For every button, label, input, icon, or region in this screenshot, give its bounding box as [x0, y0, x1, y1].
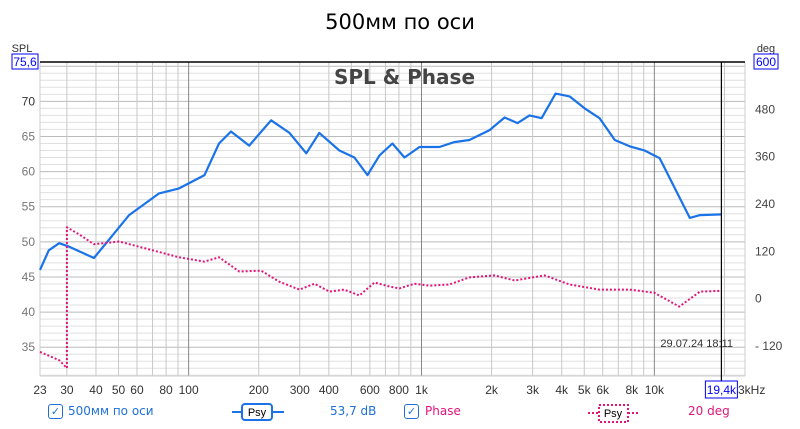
- x-tick-label: 30: [60, 383, 74, 397]
- cursor-readout-box: [704, 380, 738, 399]
- phase-legend-value: 20 deg: [688, 404, 730, 418]
- x-unit-label: 3kHz: [738, 383, 765, 397]
- x-tick-label: 4k: [555, 383, 569, 397]
- x-tick-label: 400: [319, 383, 339, 397]
- right-readout: 600: [756, 55, 776, 69]
- spl-checkbox[interactable]: ✓: [48, 404, 63, 419]
- x-tick-label: 6k: [596, 383, 610, 397]
- left-tick-label: 60: [22, 165, 36, 179]
- x-tick-label: 200: [249, 383, 269, 397]
- x-tick-label: 60: [130, 383, 144, 397]
- graph-title: 500мм по оси: [325, 10, 475, 34]
- x-tick-label: 8k: [625, 383, 639, 397]
- x-tick-label: 50: [112, 383, 126, 397]
- phase-legend-name: Phase: [425, 404, 461, 418]
- left-tick-label: 70: [22, 94, 36, 108]
- right-tick-label: 0: [755, 292, 762, 306]
- x-tick-label: 10k: [645, 383, 665, 397]
- left-tick-label: 45: [22, 270, 36, 284]
- left-tick-label: 50: [22, 235, 36, 249]
- left-tick-label: 65: [22, 129, 36, 143]
- left-readout: 75,6: [13, 55, 37, 69]
- x-tick-label: 800: [389, 383, 409, 397]
- right-tick-label: - 120: [755, 339, 783, 353]
- x-tick-label: 2k: [485, 383, 499, 397]
- x-tick-label: 300: [290, 383, 310, 397]
- left-tick-label: 55: [22, 200, 36, 214]
- right-tick-label: 480: [755, 102, 775, 116]
- cursor-readout: 19,4k: [707, 383, 737, 397]
- phase-series-line: [39, 226, 722, 370]
- spl-legend-value: 53,7 dB: [330, 404, 377, 418]
- right-readout-box: [753, 53, 779, 70]
- spl-smoothing: Psy: [248, 407, 267, 419]
- right-tick-label: 240: [755, 197, 775, 211]
- phase-smoothing: Psy: [604, 408, 623, 420]
- x-tick-label: 5k: [578, 383, 592, 397]
- right-tick-label: 360: [755, 150, 775, 164]
- x-tick-label: 3k: [526, 383, 540, 397]
- spl-smoothing-box: [241, 403, 273, 421]
- x-tick-label: 1k: [415, 383, 429, 397]
- left-axis-label: SPL: [12, 43, 33, 55]
- chart-title: SPL & Phase: [334, 65, 475, 89]
- x-tick-label: 600: [360, 383, 380, 397]
- x-tick-label: 23: [33, 383, 47, 397]
- x-tick-label: 80: [159, 383, 173, 397]
- phase-checkbox[interactable]: ✓: [404, 404, 419, 419]
- left-tick-label: 35: [22, 340, 36, 354]
- right-tick-label: 120: [755, 244, 775, 258]
- spl-series-line: [38, 92, 722, 271]
- timestamp: 29.07.24 18:11: [660, 338, 733, 350]
- left-tick-label: 40: [22, 305, 36, 319]
- right-axis-label: deg: [757, 43, 775, 55]
- left-readout-box: [11, 53, 39, 70]
- phase-smoothing-box: [598, 404, 629, 423]
- spl-legend-name: 500мм по оси: [68, 404, 154, 418]
- x-tick-label: 100: [179, 383, 199, 397]
- x-tick-label: 40: [89, 383, 103, 397]
